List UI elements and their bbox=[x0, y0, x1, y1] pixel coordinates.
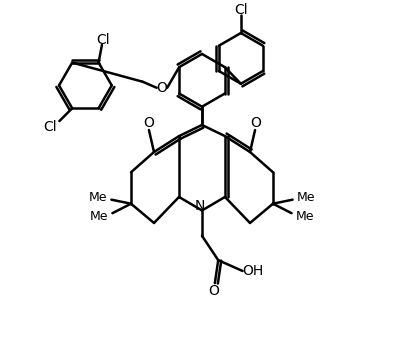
Text: Me: Me bbox=[88, 191, 107, 204]
Text: Me: Me bbox=[296, 210, 314, 223]
Text: Cl: Cl bbox=[235, 3, 248, 17]
Text: Me: Me bbox=[297, 191, 316, 204]
Text: O: O bbox=[250, 116, 261, 130]
Text: O: O bbox=[143, 116, 154, 130]
Text: O: O bbox=[157, 81, 168, 95]
Text: Cl: Cl bbox=[96, 32, 109, 47]
Text: Me: Me bbox=[90, 210, 108, 223]
Text: Cl: Cl bbox=[43, 120, 57, 134]
Text: OH: OH bbox=[242, 264, 263, 278]
Text: O: O bbox=[209, 284, 220, 298]
Text: N: N bbox=[195, 199, 206, 213]
